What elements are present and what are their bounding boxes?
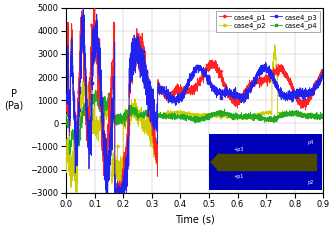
case4_p3 — [316, 77, 320, 80]
case4_p3 — [163, 93, 167, 96]
case4_p4 — [109, 114, 113, 117]
case4_p3 — [119, 224, 123, 227]
case4_p2 — [75, 193, 79, 196]
case4_p1 — [93, 1, 97, 3]
case4_p2 — [321, 115, 325, 118]
case4_p4 — [174, 116, 178, 119]
case4_p4 — [163, 115, 167, 117]
case4_p2 — [316, 114, 320, 117]
case4_p4 — [75, 156, 79, 159]
case4_p3 — [289, 91, 293, 94]
Line: case4_p2: case4_p2 — [65, 43, 325, 196]
case4_p1 — [289, 85, 293, 88]
case4_p2 — [174, 112, 178, 115]
case4_p2 — [163, 114, 167, 116]
case4_p3 — [321, 75, 325, 78]
Y-axis label: P
(Pa): P (Pa) — [4, 89, 23, 111]
case4_p1 — [116, 224, 120, 226]
case4_p1 — [316, 84, 320, 86]
Line: case4_p4: case4_p4 — [65, 89, 325, 159]
case4_p3 — [174, 104, 178, 106]
case4_p1 — [321, 68, 325, 71]
case4_p4 — [64, 114, 68, 117]
Line: case4_p1: case4_p1 — [65, 1, 325, 226]
case4_p2 — [273, 44, 277, 46]
case4_p1 — [94, 19, 98, 22]
case4_p1 — [64, 109, 68, 111]
case4_p4 — [316, 117, 320, 119]
case4_p4 — [289, 113, 293, 116]
case4_p1 — [109, 139, 113, 141]
case4_p3 — [94, 27, 98, 30]
case4_p3 — [109, 135, 113, 138]
case4_p3 — [64, 94, 68, 97]
case4_p1 — [174, 90, 178, 93]
case4_p2 — [64, 159, 68, 161]
X-axis label: Time (s): Time (s) — [175, 215, 215, 225]
case4_p4 — [321, 117, 325, 120]
case4_p4 — [97, 89, 101, 92]
Line: case4_p3: case4_p3 — [65, 0, 325, 227]
case4_p1 — [163, 92, 167, 95]
case4_p4 — [94, 92, 98, 95]
Legend: case4_p1, case4_p2, case4_p3, case4_p4: case4_p1, case4_p2, case4_p3, case4_p4 — [216, 11, 320, 32]
case4_p2 — [94, 128, 98, 130]
case4_p2 — [109, 116, 113, 119]
case4_p2 — [289, 112, 293, 114]
